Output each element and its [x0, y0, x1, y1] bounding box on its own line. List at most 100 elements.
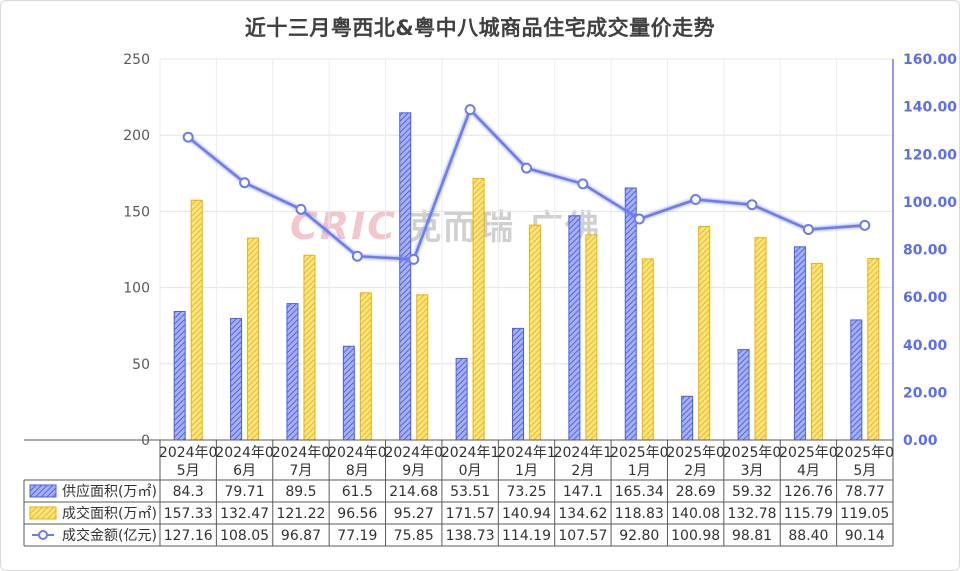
table-value: 214.68 — [389, 484, 438, 500]
amount-point — [690, 194, 702, 206]
deal-area-bar — [359, 292, 372, 441]
table-value: 95.27 — [394, 506, 434, 522]
amount-point — [239, 177, 251, 189]
category-label-line1: 2025年0 — [610, 445, 669, 461]
amount-point — [182, 131, 194, 143]
category-label: 2024年1 2月 — [554, 445, 613, 479]
table-value: 132.47 — [220, 506, 269, 522]
table-value: 140.08 — [671, 506, 720, 522]
right-tick-label: 160.00 — [903, 52, 957, 68]
right-tick-label: 40.00 — [903, 338, 948, 354]
category-label-line2: 3月 — [741, 463, 764, 479]
supply-bar — [399, 112, 412, 441]
left-tick-label: 100 — [123, 281, 150, 297]
amount-point — [408, 253, 420, 265]
category-label-line1: 2024年0 — [272, 445, 331, 461]
table-value: 79.71 — [225, 484, 265, 500]
amount-point — [521, 162, 532, 174]
table-value: 53.51 — [450, 484, 490, 500]
supply-bar — [512, 327, 524, 441]
category-label-line2: 2月 — [571, 463, 594, 479]
left-tick-label: 50 — [132, 357, 150, 373]
category-label-line1: 2025年0 — [836, 445, 895, 461]
legend-bar-key — [29, 484, 57, 498]
data-table: 2024年0 5月 2024年0 6月 2024年0 7月 2024年0 8月 2024年0 9月… — [23, 439, 895, 547]
legend-series-name: 成交金额(亿元) — [62, 527, 157, 544]
amount-point — [577, 178, 589, 190]
amount-point — [464, 104, 476, 116]
table-value: 157.33 — [164, 506, 213, 522]
category-label: 2025年0 5月 — [836, 445, 895, 479]
left-tick-label: 250 — [123, 52, 150, 68]
category-label-line1: 2025年0 — [779, 445, 838, 461]
table-value: 121.22 — [276, 506, 325, 522]
supply-bar — [568, 215, 581, 441]
category-label: 2024年1 1月 — [497, 445, 556, 479]
table-value: 96.87 — [281, 528, 321, 544]
category-label: 2024年0 6月 — [215, 445, 274, 479]
deal-area-bar — [472, 178, 485, 441]
supply-bar — [793, 246, 806, 441]
table-value: 61.5 — [342, 484, 373, 500]
category-label: 2025年0 4月 — [779, 445, 838, 479]
table-value: 89.5 — [285, 484, 316, 500]
amount-point — [746, 199, 758, 211]
table-value: 75.85 — [394, 528, 434, 544]
amount-line-path — [187, 107, 865, 261]
category-label-line1: 2024年0 — [328, 445, 387, 461]
category-label-line1: 2024年0 — [159, 445, 218, 461]
supply-bar — [455, 357, 468, 441]
category-label: 2024年0 9月 — [384, 445, 443, 479]
deal-area-bar — [585, 234, 598, 441]
amount-point — [295, 203, 307, 215]
table-value: 134.62 — [558, 506, 607, 522]
supply-bar — [342, 345, 355, 441]
deal-area-bar — [529, 224, 541, 441]
category-label-line2: 6月 — [233, 463, 256, 479]
amount-line — [182, 104, 871, 265]
deal-area-bar — [416, 294, 429, 441]
category-label-line2: 9月 — [402, 463, 425, 479]
right-tick-label: 120.00 — [903, 147, 957, 163]
deal-area-bar — [641, 258, 654, 441]
right-tick-label: 140.00 — [903, 100, 957, 116]
table-value: 119.05 — [840, 506, 889, 522]
category-label-line2: 2月 — [684, 463, 707, 479]
table-value: 90.14 — [845, 528, 885, 544]
category-label-line1: 2025年0 — [666, 445, 725, 461]
deal-area-bar — [867, 258, 880, 441]
table-value: 165.34 — [615, 484, 664, 500]
category-label-line2: 8月 — [346, 463, 369, 479]
category-label-line1: 2025年0 — [723, 445, 782, 461]
right-tick-label: 80.00 — [903, 243, 948, 259]
table-value: 132.78 — [728, 506, 777, 522]
left-axis: 0 50 100 150 200 250 — [123, 52, 150, 449]
category-label-line2: 7月 — [290, 463, 313, 479]
table-value: 78.77 — [845, 484, 885, 500]
amount-point — [802, 223, 814, 235]
grid-lines — [159, 58, 894, 441]
table-value: 107.57 — [558, 528, 607, 544]
category-label-line2: 1月 — [515, 463, 538, 479]
table-value: 140.94 — [502, 506, 551, 522]
legend-series-name: 供应面积(万㎡) — [62, 483, 157, 500]
right-axis: 0.00 20.00 40.00 60.00 80.00 100.00 120.00 140.… — [892, 52, 957, 449]
supply-bar — [681, 395, 694, 441]
table-value: 115.79 — [784, 506, 833, 522]
table-value: 77.19 — [337, 528, 377, 544]
category-label-line2: 5月 — [853, 463, 876, 479]
table-value: 127.16 — [164, 528, 213, 544]
table-value: 108.05 — [220, 528, 269, 544]
category-label-line2: 4月 — [797, 463, 820, 479]
table-value: 88.40 — [788, 528, 828, 544]
table-value: 73.25 — [506, 484, 546, 500]
table-value: 118.83 — [615, 506, 664, 522]
category-label-line1: 2024年1 — [497, 445, 556, 461]
supply-bar — [173, 311, 186, 441]
amount-point — [351, 250, 363, 262]
supply-bar — [737, 349, 750, 441]
category-label-line2: 5月 — [177, 463, 200, 479]
table-value: 147.1 — [563, 484, 603, 500]
table-value: 126.76 — [784, 484, 833, 500]
